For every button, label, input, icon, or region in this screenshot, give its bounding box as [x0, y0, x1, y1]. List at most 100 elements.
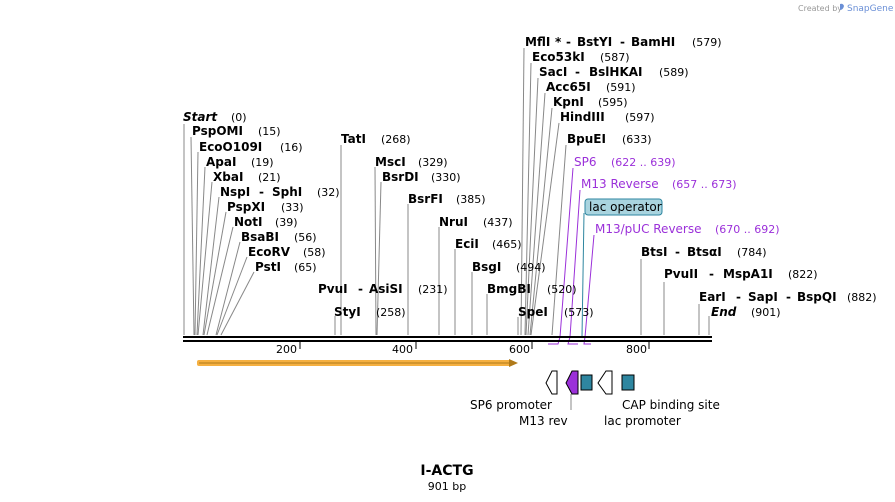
enzyme-apai[interactable]: ApaI (19)	[206, 155, 274, 169]
enzyme-position: (231)	[418, 283, 448, 296]
enzyme-ecorv[interactable]: EcoRV (58)	[248, 245, 326, 259]
enzyme-name: TatI	[341, 132, 366, 146]
enzyme-position: (822)	[788, 268, 818, 281]
enzyme-tati[interactable]: TatI (268)	[341, 132, 411, 146]
enzyme-position: (32)	[317, 186, 340, 199]
enzyme-position: (58)	[303, 246, 326, 259]
enzyme-kpni[interactable]: KpnI (595)	[553, 95, 628, 109]
enzyme-position: (19)	[251, 156, 274, 169]
enzyme-name: SacI	[539, 65, 567, 79]
lac-promoter-arrow-icon[interactable]	[597, 370, 613, 395]
enzyme-pspxi[interactable]: PspXI (33)	[227, 200, 304, 214]
enzyme-name: KpnI	[553, 95, 584, 109]
lac-operator-callout[interactable]: lac operator	[584, 198, 663, 216]
enzyme-position: (39)	[275, 216, 298, 229]
enzyme-separator: -	[358, 282, 363, 296]
enzyme-pvuii-mspa1i[interactable]: PvuII - MspA1I (822)	[664, 267, 818, 281]
primer-name: SP6	[574, 155, 597, 169]
cap-binding-site-feature[interactable]	[621, 374, 635, 391]
m13-rev-primer-feature-icon[interactable]	[565, 370, 579, 395]
enzyme-position: (33)	[281, 201, 304, 214]
enzyme-ecoo109i[interactable]: EcoO109I (16)	[199, 140, 303, 154]
enzyme-position: (21)	[258, 171, 281, 184]
enzyme-mfli-bstyi-bamhi[interactable]: MflI * - BstYI - BamHI (579)	[525, 35, 722, 49]
enzyme-styi[interactable]: StyI (258)	[334, 305, 406, 319]
enzyme-noti[interactable]: NotI (39)	[234, 215, 298, 229]
enzyme-hindiii[interactable]: HindIII (597)	[560, 110, 655, 124]
enzyme-name: BsgI	[472, 260, 501, 274]
enzyme-position: (579)	[692, 36, 722, 49]
enzyme-position: (595)	[598, 96, 628, 109]
enzyme-name: PstI	[255, 260, 281, 274]
site-end[interactable]: End (901)	[711, 305, 781, 319]
created-by-label: Created by	[798, 4, 842, 13]
enzyme-pvui-asisi[interactable]: PvuI - AsiSI (231)	[318, 282, 448, 296]
enzyme-saci-bslhkai[interactable]: SacI - BslHKAI (589)	[539, 65, 689, 79]
enzyme-name: PvuI	[318, 282, 348, 296]
enzyme-position: (258)	[376, 306, 406, 319]
enzyme-leader-lines	[183, 47, 710, 336]
enzyme-eco53ki[interactable]: Eco53kI (587)	[532, 50, 630, 64]
lac-operator-feature[interactable]	[580, 374, 593, 391]
enzyme-position: (494)	[516, 261, 546, 274]
map-length: 901 bp	[428, 480, 466, 493]
enzyme-name: NotI	[234, 215, 263, 229]
orf-arrow[interactable]	[197, 359, 518, 367]
enzyme-position: (591)	[606, 81, 636, 94]
primer-m13-puc-reverse[interactable]: M13/pUC Reverse (670 .. 692)	[595, 222, 780, 236]
enzyme-psti[interactable]: PstI (65)	[255, 260, 317, 274]
enzyme-name: PvuII	[664, 267, 698, 281]
ruler: 200 400 600 800	[276, 342, 650, 356]
enzyme-bsrfi[interactable]: BsrFI (385)	[408, 192, 486, 206]
enzyme-name: PspOMI	[192, 124, 243, 138]
enzyme-pspomi[interactable]: PspOMI (15)	[192, 124, 281, 138]
enzyme-name: BsaBI	[241, 230, 279, 244]
enzyme-nrui[interactable]: NruI (437)	[439, 215, 513, 229]
enzyme-separator: -	[575, 65, 580, 79]
enzyme-position: (268)	[381, 133, 411, 146]
enzyme-name: MscI	[375, 155, 406, 169]
enzyme-bmgbi[interactable]: BmgBI (520)	[487, 282, 577, 296]
enzyme-eari-sapi-bspqi[interactable]: EarI - SapI - BspQI (882)	[699, 290, 877, 304]
sequence-strand-bottom	[183, 340, 712, 342]
ruler-tick-label: 600	[509, 343, 530, 356]
enzyme-bpuei[interactable]: BpuEI (633)	[567, 132, 652, 146]
enzyme-bsgi[interactable]: BsgI (494)	[472, 260, 546, 274]
enzyme-separator: -	[709, 267, 714, 281]
enzyme-acc65i[interactable]: Acc65I (591)	[546, 80, 636, 94]
enzyme-xbai[interactable]: XbaI (21)	[213, 170, 281, 184]
enzyme-bsabi[interactable]: BsaBI (56)	[241, 230, 317, 244]
enzyme-separator: -	[566, 35, 571, 49]
primer-sp6[interactable]: SP6 (622 .. 639)	[574, 155, 676, 169]
sp6-promoter-arrow-icon[interactable]	[545, 370, 558, 395]
lac-operator-label: lac operator	[589, 200, 662, 214]
enzyme-separator: -	[786, 290, 791, 304]
enzyme-name: NruI	[439, 215, 468, 229]
enzyme-spei[interactable]: SpeI (573)	[518, 305, 594, 319]
enzyme-position: (573)	[564, 306, 594, 319]
enzyme-name: BtsαI	[687, 245, 722, 259]
enzyme-bsrdi[interactable]: BsrDI (330)	[382, 170, 461, 184]
enzyme-name: EcoO109I	[199, 140, 262, 154]
enzyme-star: *	[555, 35, 562, 49]
enzyme-ecii[interactable]: EciI (465)	[455, 237, 522, 251]
enzyme-name: SpeI	[518, 305, 548, 319]
primer-range: (622 .. 639)	[611, 156, 676, 169]
primer-range: (670 .. 692)	[715, 223, 780, 236]
enzyme-separator: -	[259, 185, 264, 199]
site-start[interactable]: Start (0)	[183, 110, 247, 124]
primer-m13-reverse[interactable]: M13 Reverse (657 .. 673)	[581, 177, 737, 191]
enzyme-nspi-sphi[interactable]: NspI - SphI (32)	[220, 185, 340, 199]
enzyme-name: BsrDI	[382, 170, 419, 184]
enzyme-separator: -	[620, 35, 625, 49]
enzyme-name: BtsI	[641, 245, 668, 259]
enzyme-name: EciI	[455, 237, 479, 251]
enzyme-name: BspQI	[797, 290, 837, 304]
enzyme-btsi-btsai[interactable]: BtsI - BtsαI (784)	[641, 245, 767, 259]
enzyme-position: (385)	[456, 193, 486, 206]
enzyme-name: SapI	[748, 290, 778, 304]
enzyme-msci[interactable]: MscI (329)	[375, 155, 448, 169]
ruler-tick-label: 200	[276, 343, 297, 356]
enzyme-position: (587)	[600, 51, 630, 64]
